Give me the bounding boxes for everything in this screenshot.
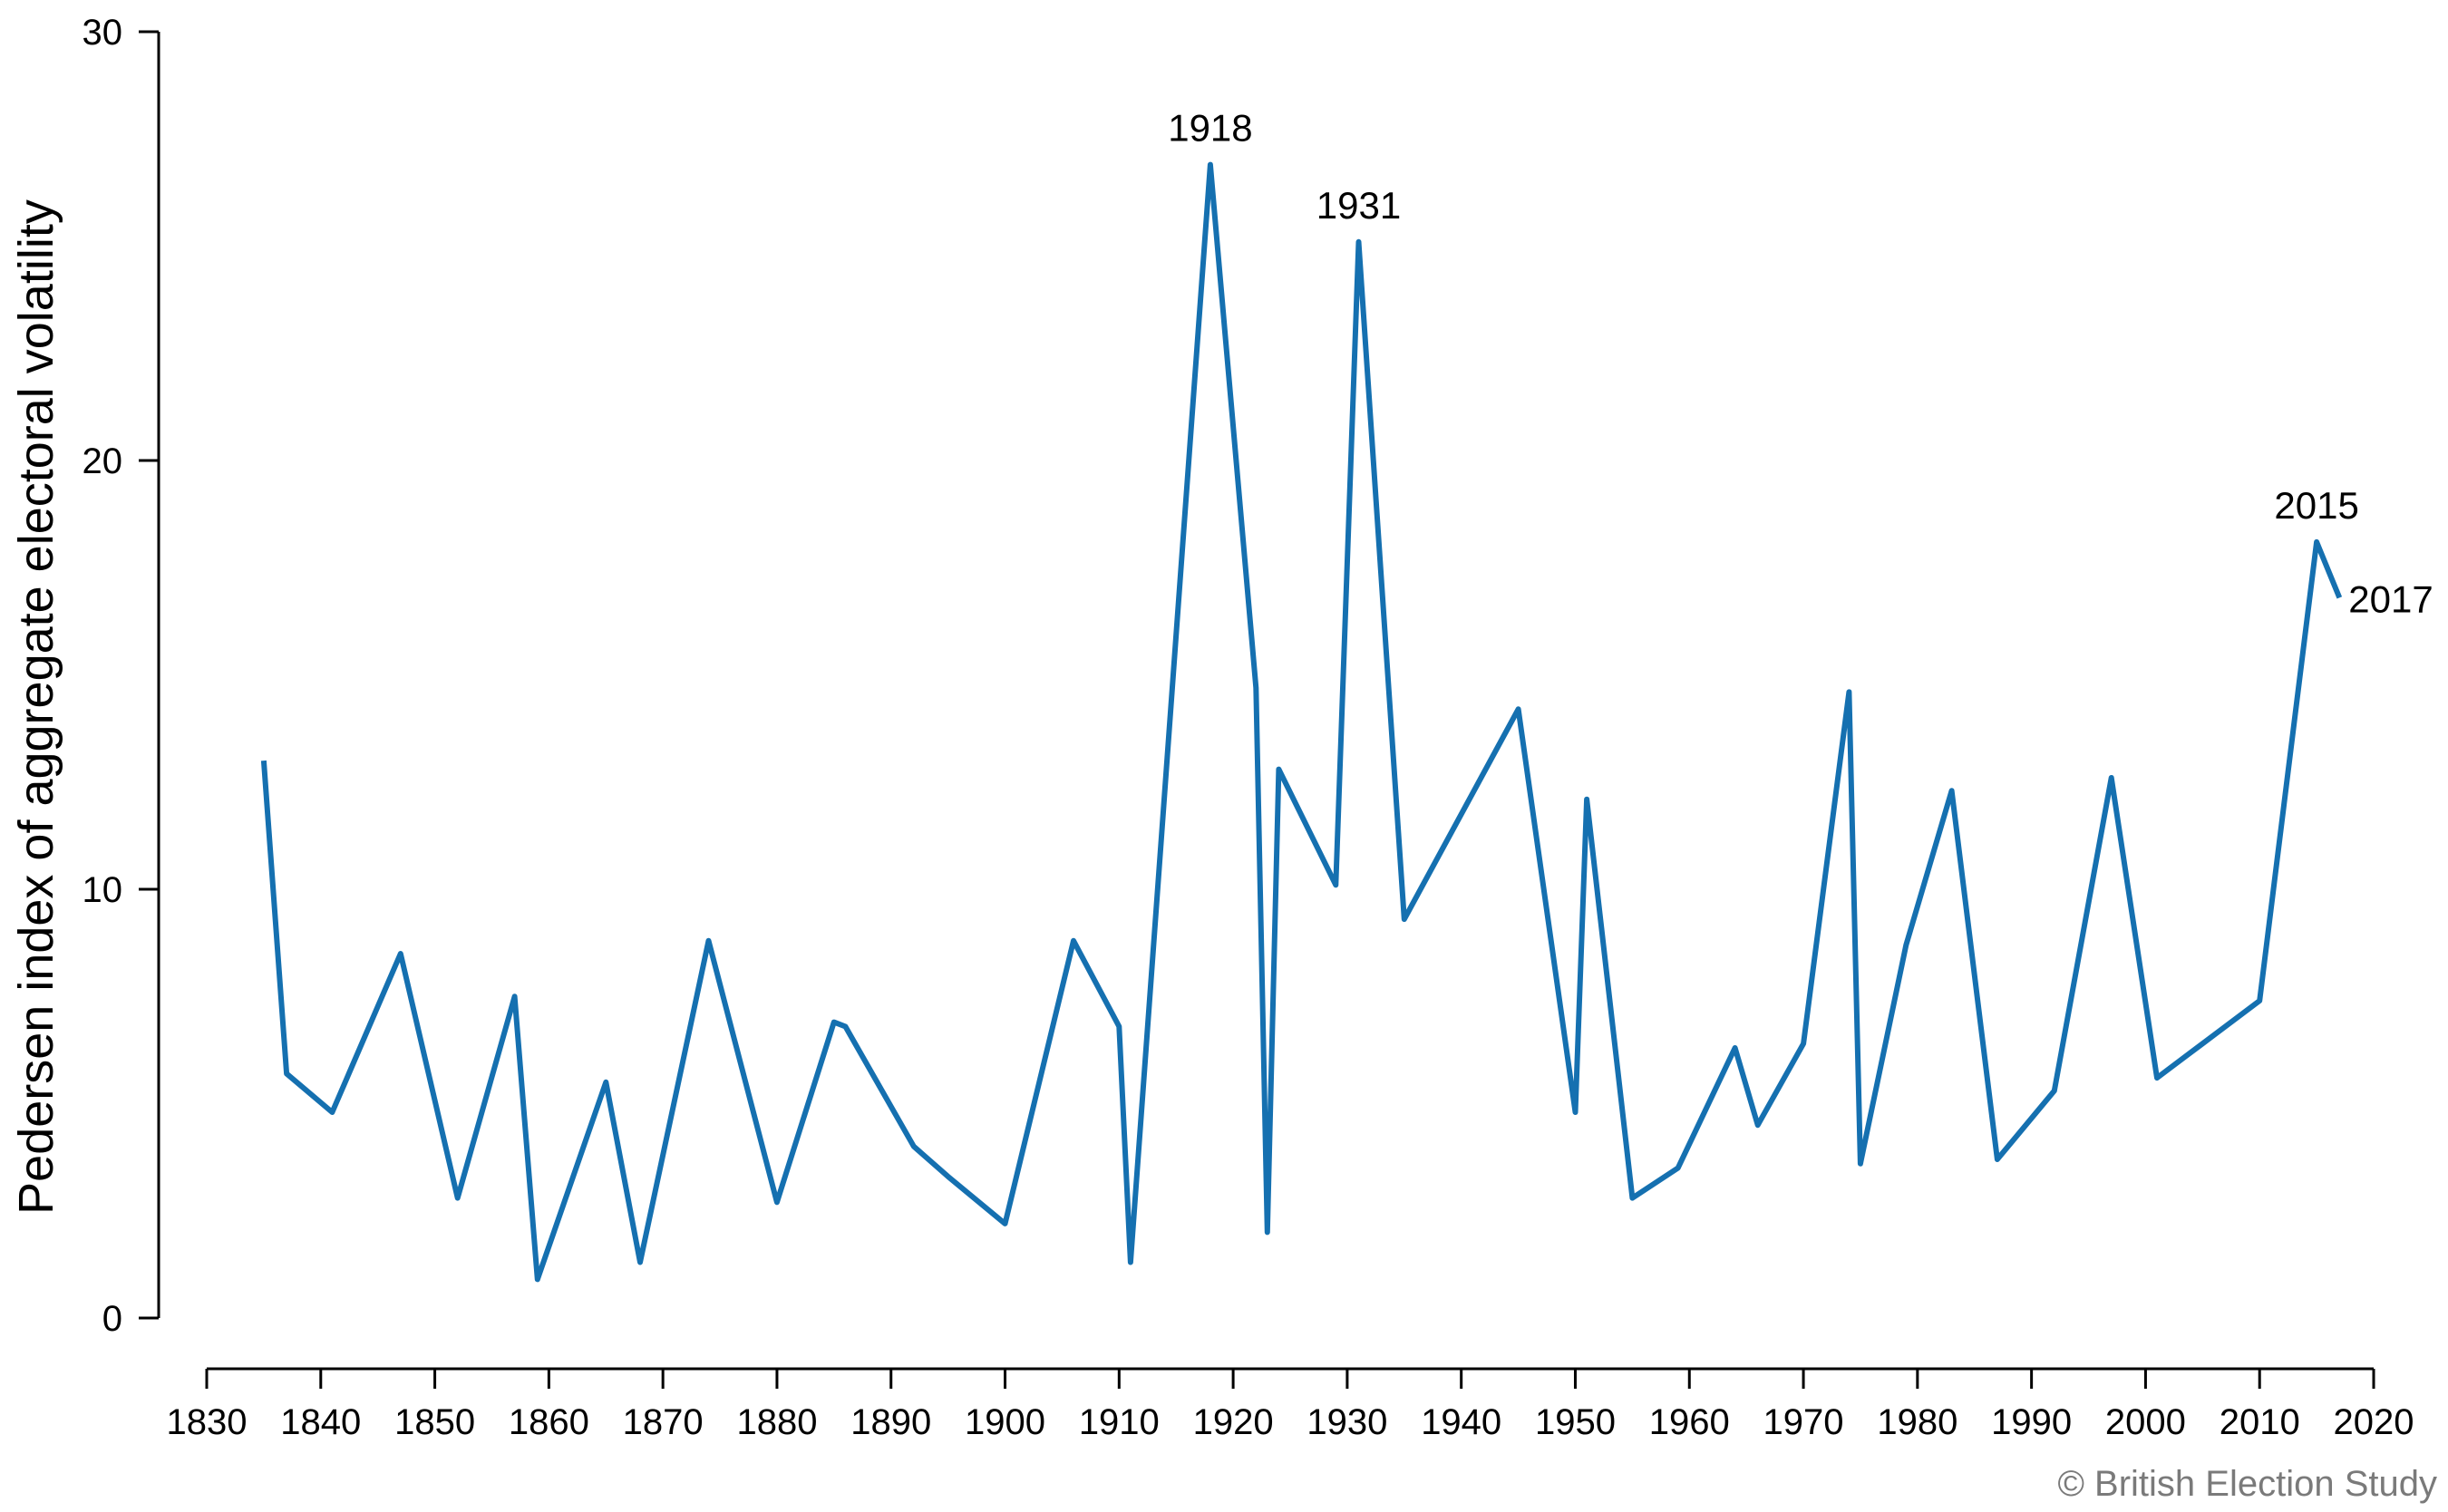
x-tick-label: 1990: [1991, 1402, 2072, 1442]
y-tick-label: 0: [102, 1299, 122, 1339]
x-tick-label: 1840: [280, 1402, 361, 1442]
annotation-label: 2017: [2348, 577, 2433, 620]
x-tick-label: 1850: [394, 1402, 475, 1442]
annotation-layer: 1918 1931 2015 2017: [1168, 107, 2433, 621]
x-tick-label: 1970: [1763, 1402, 1844, 1442]
x-axis: 1830 1840 1850 1860 1870 1880 1890 1900 1910 1920…: [167, 1367, 2414, 1442]
x-tick-label: 1910: [1079, 1402, 1160, 1442]
y-axis: 0 10 20 30: [83, 13, 160, 1339]
x-tick-label: 1950: [1535, 1402, 1616, 1442]
x-tick-label: 1830: [167, 1402, 248, 1442]
x-tick-label: 1870: [623, 1402, 704, 1442]
x-tick-label: 2010: [2220, 1402, 2300, 1442]
y-tick-label: 20: [83, 441, 123, 481]
x-tick-label: 1980: [1877, 1402, 1957, 1442]
y-tick-label: 10: [83, 870, 123, 910]
x-tick-label: 1890: [850, 1402, 931, 1442]
annotation-label: 2015: [2274, 484, 2358, 527]
x-tick-label: 1860: [509, 1402, 589, 1442]
x-tick-label: 1900: [965, 1402, 1045, 1442]
x-tick-label: 2020: [2334, 1402, 2414, 1442]
x-tick-label: 2000: [2105, 1402, 2186, 1442]
annotation-label: 1931: [1316, 184, 1401, 227]
y-axis-title: Pedersen index of aggregate electoral vo…: [9, 199, 63, 1215]
x-tick-label: 1920: [1193, 1402, 1274, 1442]
y-tick-label: 30: [83, 13, 123, 53]
series-layer: [260, 161, 2343, 1283]
series-line-volatility: [260, 161, 2343, 1283]
credit-text: © British Election Study: [2057, 1464, 2437, 1504]
x-tick-label: 1930: [1307, 1402, 1387, 1442]
x-tick-label: 1940: [1421, 1402, 1501, 1442]
x-tick-label: 1880: [736, 1402, 817, 1442]
x-tick-label: 1960: [1649, 1402, 1730, 1442]
annotation-label: 1918: [1168, 107, 1252, 150]
